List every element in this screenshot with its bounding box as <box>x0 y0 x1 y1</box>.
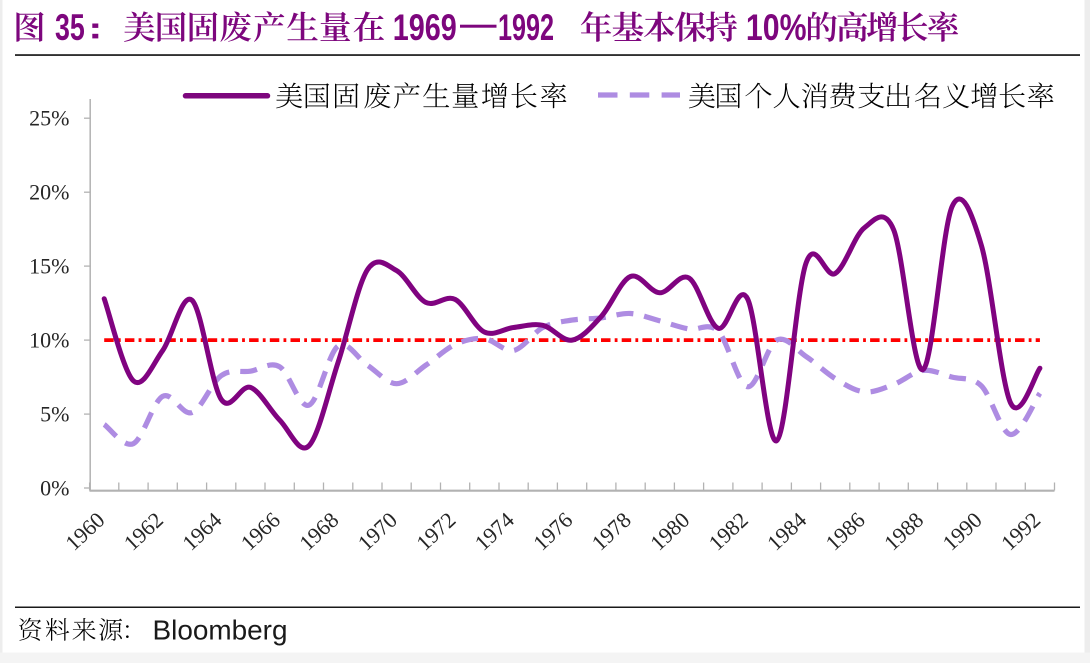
svg-text:0%: 0% <box>40 475 69 500</box>
svg-text:15%: 15% <box>29 253 69 278</box>
svg-text:1992: 1992 <box>498 6 554 48</box>
svg-text:Bloomberg: Bloomberg <box>153 615 288 646</box>
svg-text:10%: 10% <box>746 6 807 48</box>
svg-text:35: 35 <box>55 6 85 48</box>
svg-text:5%: 5% <box>40 401 69 426</box>
svg-text:1969: 1969 <box>393 6 457 48</box>
svg-text:25%: 25% <box>29 106 69 131</box>
svg-text:10%: 10% <box>29 327 69 352</box>
svg-text:20%: 20% <box>29 180 69 205</box>
